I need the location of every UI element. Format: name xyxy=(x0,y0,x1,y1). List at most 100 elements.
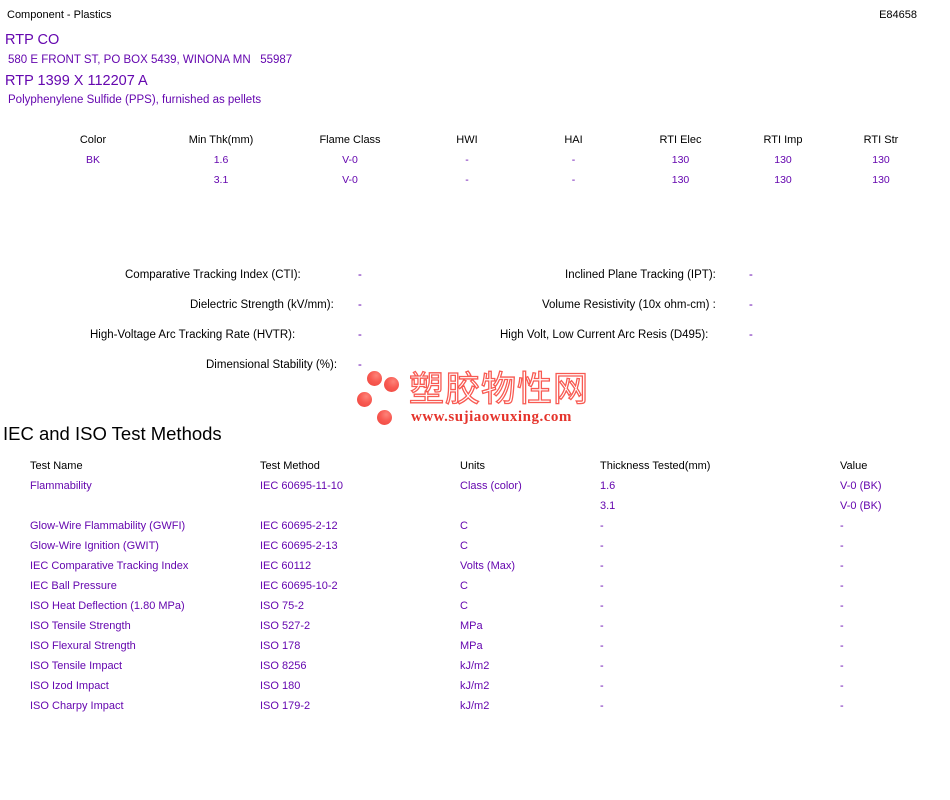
property-value: - xyxy=(358,359,362,371)
table-row: Flammability IEC 60695-11-10 Class (color)… xyxy=(30,476,920,496)
table-cell: 130 xyxy=(774,174,792,186)
table-cell: IEC Ball Pressure xyxy=(30,580,117,592)
table-row: IEC Comparative Tracking Index IEC 60112 V… xyxy=(30,556,920,576)
table-row: ISO Izod Impact ISO 180 kJ/m2 - - xyxy=(30,676,920,696)
table-cell: kJ/m2 xyxy=(460,660,490,672)
column-header: RTI Imp xyxy=(763,134,803,146)
table-cell: - xyxy=(465,154,469,166)
column-header: Test Name xyxy=(30,460,83,472)
property-label: High Volt, Low Current Arc Resis (D495): xyxy=(500,329,709,341)
column-header: RTI Elec xyxy=(659,134,702,146)
table-cell xyxy=(30,170,156,190)
table-cell: kJ/m2 xyxy=(460,700,490,712)
table-cell: - xyxy=(840,520,844,532)
table-cell xyxy=(30,496,260,516)
section-heading: IEC and ISO Test Methods xyxy=(3,423,222,444)
table-cell: C xyxy=(460,600,468,612)
ratings-header-row: Color Min Thk(mm) Flame Class HWI HAI RTI Ele… xyxy=(30,130,930,150)
table-cell: C xyxy=(460,580,468,592)
company-name: RTP CO xyxy=(5,32,60,48)
table-cell: - xyxy=(600,580,604,592)
property-value: - xyxy=(749,299,753,311)
table-cell: IEC 60112 xyxy=(260,560,312,572)
table-cell: 130 xyxy=(872,154,890,166)
table-cell: - xyxy=(840,560,844,572)
table-cell: BK xyxy=(85,154,100,166)
table-row: 3.1 V-0 - - 130 130 130 xyxy=(30,170,930,190)
property-label: Comparative Tracking Index (CTI): xyxy=(125,269,301,281)
table-cell: - xyxy=(600,660,604,672)
table-cell: C xyxy=(460,540,468,552)
table-cell: 130 xyxy=(872,174,890,186)
property-value: - xyxy=(749,329,753,341)
table-cell: ISO 75-2 xyxy=(260,600,305,612)
table-row: ISO Tensile Impact ISO 8256 kJ/m2 - - xyxy=(30,656,920,676)
table-cell: 1.6 xyxy=(213,154,229,166)
table-cell: V-0 (BK) xyxy=(840,500,882,512)
company-address: 580 E FRONT ST, PO BOX 5439, WINONA MN 5… xyxy=(8,54,293,66)
table-cell: - xyxy=(600,680,604,692)
test-methods-table: Test Name Test Method Units Thickness Teste… xyxy=(30,456,920,716)
table-cell: V-0 xyxy=(342,154,358,166)
table-row: Glow-Wire Ignition (GWIT) IEC 60695-2-13 C… xyxy=(30,536,920,556)
column-header: Thickness Tested(mm) xyxy=(600,460,711,472)
property-value: - xyxy=(358,299,362,311)
table-cell: 3.1 xyxy=(213,174,229,186)
table-cell: Class (color) xyxy=(460,480,522,492)
table-cell: - xyxy=(840,540,844,552)
table-cell: ISO Tensile Strength xyxy=(30,620,131,632)
table-cell: 130 xyxy=(774,154,792,166)
table-cell: Glow-Wire Ignition (GWIT) xyxy=(30,540,159,552)
table-cell: IEC 60695-2-13 xyxy=(260,540,338,552)
table-cell: ISO 8256 xyxy=(260,660,307,672)
table-cell: - xyxy=(600,560,604,572)
table-cell: - xyxy=(600,620,604,632)
methods-header-row: Test Name Test Method Units Thickness Teste… xyxy=(30,456,920,476)
table-cell: - xyxy=(840,600,844,612)
table-cell: C xyxy=(460,520,468,532)
column-header: Value xyxy=(840,460,868,472)
table-cell: Glow-Wire Flammability (GWFI) xyxy=(30,520,186,532)
table-cell: - xyxy=(600,700,604,712)
watermark-dot-icon xyxy=(357,392,372,407)
table-cell: Volts (Max) xyxy=(460,560,516,572)
table-cell: Flammability xyxy=(30,480,92,492)
table-cell: IEC Comparative Tracking Index xyxy=(30,560,189,572)
table-cell: 130 xyxy=(671,154,690,166)
product-grade: RTP 1399 X 112207 A xyxy=(5,73,148,89)
property-value: - xyxy=(749,269,753,281)
property-value: - xyxy=(358,329,362,341)
property-label: Volume Resistivity (10x ohm-cm) : xyxy=(542,299,716,311)
table-cell: V-0 xyxy=(342,174,358,186)
table-cell: MPa xyxy=(460,640,483,652)
material-description: Polyphenylene Sulfide (PPS), furnished a… xyxy=(8,94,262,106)
table-cell: - xyxy=(840,640,844,652)
table-cell: ISO Izod Impact xyxy=(30,680,109,692)
table-cell: IEC 60695-2-12 xyxy=(260,520,338,532)
table-row: IEC Ball Pressure IEC 60695-10-2 C - - xyxy=(30,576,920,596)
table-cell: ISO 180 xyxy=(260,680,301,692)
table-cell: ISO 179-2 xyxy=(260,700,311,712)
header-left-label: Component - Plastics xyxy=(7,9,112,21)
table-cell: - xyxy=(840,700,844,712)
table-row: ISO Tensile Strength ISO 527-2 MPa - - xyxy=(30,616,920,636)
table-cell: ISO Charpy Impact xyxy=(30,700,124,712)
watermark-dot-icon xyxy=(377,410,392,425)
column-header: Color xyxy=(79,134,107,146)
table-cell: ISO 527-2 xyxy=(260,620,311,632)
table-cell: - xyxy=(840,660,844,672)
table-cell: - xyxy=(465,174,469,186)
table-cell: - xyxy=(600,600,604,612)
table-cell: - xyxy=(840,580,844,592)
column-header: Flame Class xyxy=(319,134,381,146)
column-header: RTI Str xyxy=(863,134,899,146)
watermark-dot-icon xyxy=(367,371,382,386)
watermark-dot-icon xyxy=(384,377,399,392)
column-header: HAI xyxy=(564,134,583,146)
table-cell: ISO Flexural Strength xyxy=(30,640,136,652)
table-cell: 1.6 xyxy=(600,480,616,492)
property-value: - xyxy=(358,269,362,281)
watermark-cjk-text: 塑胶物性网 xyxy=(408,370,590,409)
column-header: Units xyxy=(460,460,486,472)
